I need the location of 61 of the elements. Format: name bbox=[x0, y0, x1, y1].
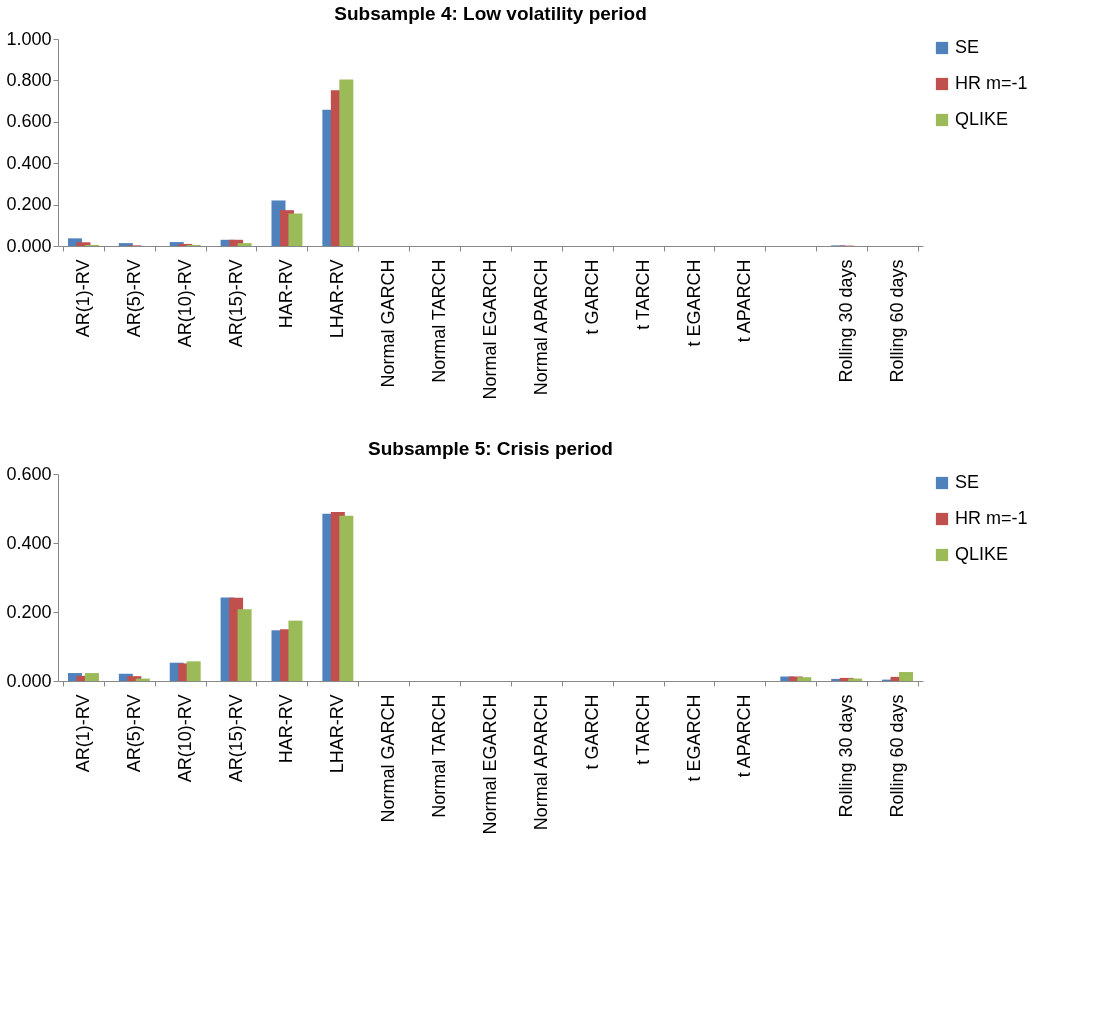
x-tick-label: t GARCH bbox=[581, 259, 602, 335]
x-tick-label: Rolling 30 days bbox=[836, 259, 857, 383]
y-tick-label: 0.400 bbox=[6, 532, 52, 553]
x-tick-label: Normal APARCH bbox=[530, 694, 551, 831]
x-tick-label: HAR-RV bbox=[276, 694, 297, 764]
bar bbox=[339, 515, 354, 681]
x-tick-label: Rolling 60 days bbox=[887, 259, 908, 383]
legend-label: QLIKE bbox=[955, 109, 1009, 129]
legend-label: QLIKE bbox=[955, 544, 1009, 564]
x-tick-label: LHAR-RV bbox=[327, 694, 348, 774]
x-tick-label: Normal TARCH bbox=[429, 259, 450, 383]
x-tick-label: Rolling 60 days bbox=[887, 694, 908, 818]
x-tick-label: AR(15)-RV bbox=[225, 694, 246, 783]
bar bbox=[237, 609, 252, 681]
y-tick-label: 1.000 bbox=[6, 28, 52, 49]
y-tick-label: 0.600 bbox=[6, 111, 52, 132]
x-tick-label: Normal EGARCH bbox=[480, 694, 500, 835]
bar bbox=[186, 661, 201, 681]
y-tick-label: 0.600 bbox=[6, 463, 52, 484]
chart-title: Subsample 4: Low volatility period bbox=[334, 3, 647, 24]
bar bbox=[288, 213, 303, 246]
x-tick-label: t GARCH bbox=[581, 694, 602, 770]
x-tick-label: AR(15)-RV bbox=[225, 259, 246, 348]
x-tick-label: AR(1)-RV bbox=[72, 694, 93, 773]
x-tick-label: t TARCH bbox=[632, 259, 653, 330]
x-tick-label: t APARCH bbox=[734, 259, 755, 343]
bar bbox=[84, 673, 99, 681]
y-tick-label: 0.000 bbox=[6, 670, 52, 691]
x-tick-label: HAR-RV bbox=[276, 259, 297, 329]
bar bbox=[76, 242, 91, 246]
legend-label: HR m=-1 bbox=[955, 73, 1028, 93]
x-tick-label: Normal GARCH bbox=[378, 259, 399, 388]
bar bbox=[797, 677, 812, 681]
bar bbox=[237, 243, 252, 246]
legend-label: SE bbox=[955, 37, 980, 57]
x-tick-label: AR(5)-RV bbox=[123, 694, 144, 773]
x-tick-label: t EGARCH bbox=[683, 694, 704, 782]
x-tick-label: t APARCH bbox=[734, 694, 755, 778]
x-tick-label: Rolling 30 days bbox=[836, 694, 857, 818]
x-tick-label: t EGARCH bbox=[683, 259, 704, 347]
y-tick-label: 0.200 bbox=[6, 601, 52, 622]
x-tick-label: Normal GARCH bbox=[378, 694, 399, 823]
legend-label: HR m=-1 bbox=[955, 508, 1028, 528]
x-tick-label: Normal APARCH bbox=[530, 259, 551, 396]
x-tick-label: LHAR-RV bbox=[327, 259, 348, 339]
bar bbox=[899, 672, 914, 681]
x-tick-label: t TARCH bbox=[632, 694, 653, 765]
chart-title: Subsample 5: Crisis period bbox=[368, 438, 613, 459]
x-tick-label: AR(1)-RV bbox=[72, 259, 93, 338]
y-tick-label: 0.200 bbox=[6, 194, 52, 215]
y-tick-label: 0.400 bbox=[6, 152, 52, 173]
x-tick-label: AR(5)-RV bbox=[123, 259, 144, 338]
x-tick-label: AR(10)-RV bbox=[174, 694, 195, 783]
y-tick-label: 0.000 bbox=[6, 235, 52, 256]
x-tick-label: Normal TARCH bbox=[429, 694, 450, 818]
legend-label: SE bbox=[955, 472, 980, 492]
x-tick-label: Normal EGARCH bbox=[480, 259, 500, 400]
y-tick-label: 0.800 bbox=[6, 69, 52, 90]
bar bbox=[288, 620, 303, 681]
x-tick-label: AR(10)-RV bbox=[174, 259, 195, 348]
bar bbox=[339, 79, 354, 246]
